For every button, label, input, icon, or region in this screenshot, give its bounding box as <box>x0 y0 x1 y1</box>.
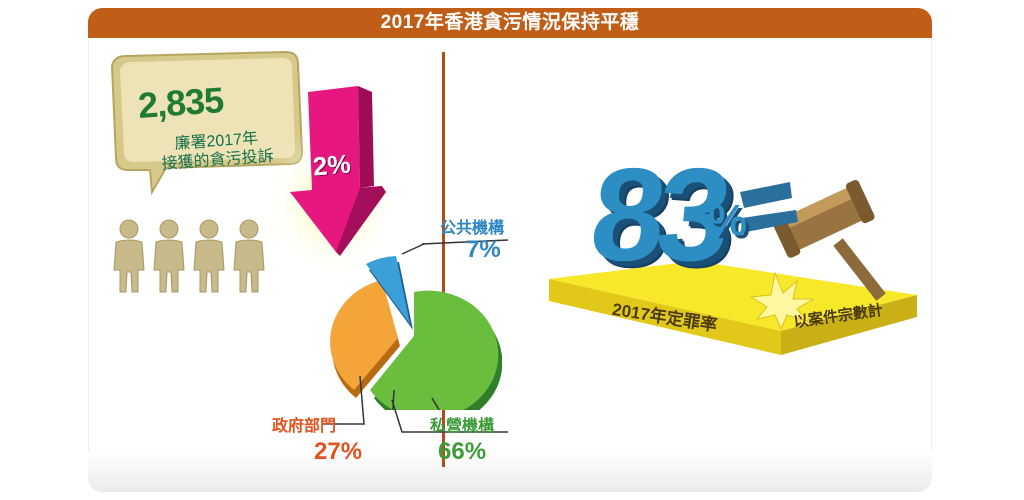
person-icon <box>113 219 145 293</box>
pie-slice-public <box>366 256 413 330</box>
value-government: 27% <box>314 438 363 465</box>
label-government: 政府部門 <box>272 418 337 435</box>
person-icon <box>153 219 185 293</box>
people-icons <box>113 219 265 293</box>
pie-slice-private <box>370 290 502 410</box>
label-public: 公共機構 <box>440 220 505 237</box>
pie-chart <box>330 243 502 410</box>
person-icon <box>233 219 265 293</box>
down-arrow-icon <box>262 86 402 274</box>
value-private: 66% <box>438 438 487 465</box>
complaint-count: 2,835 <box>136 79 225 126</box>
complaint-change: 2% <box>311 148 352 182</box>
pie-slice-government <box>330 280 400 398</box>
conviction-platform <box>549 261 917 355</box>
pie-leader-lines <box>322 239 509 433</box>
motion-streaks <box>740 182 798 232</box>
speech-bubble <box>110 50 304 196</box>
conviction-rate-percent: % <box>708 196 748 245</box>
panel-footer-shade <box>88 452 932 492</box>
person-icon <box>193 219 225 293</box>
gavel-icon <box>771 179 886 301</box>
label-private: 私營機構 <box>430 418 495 435</box>
page-title: 2017年香港貪污情況保持平穩 <box>88 8 932 38</box>
value-public: 7% <box>466 236 501 263</box>
center-divider <box>442 52 445 467</box>
